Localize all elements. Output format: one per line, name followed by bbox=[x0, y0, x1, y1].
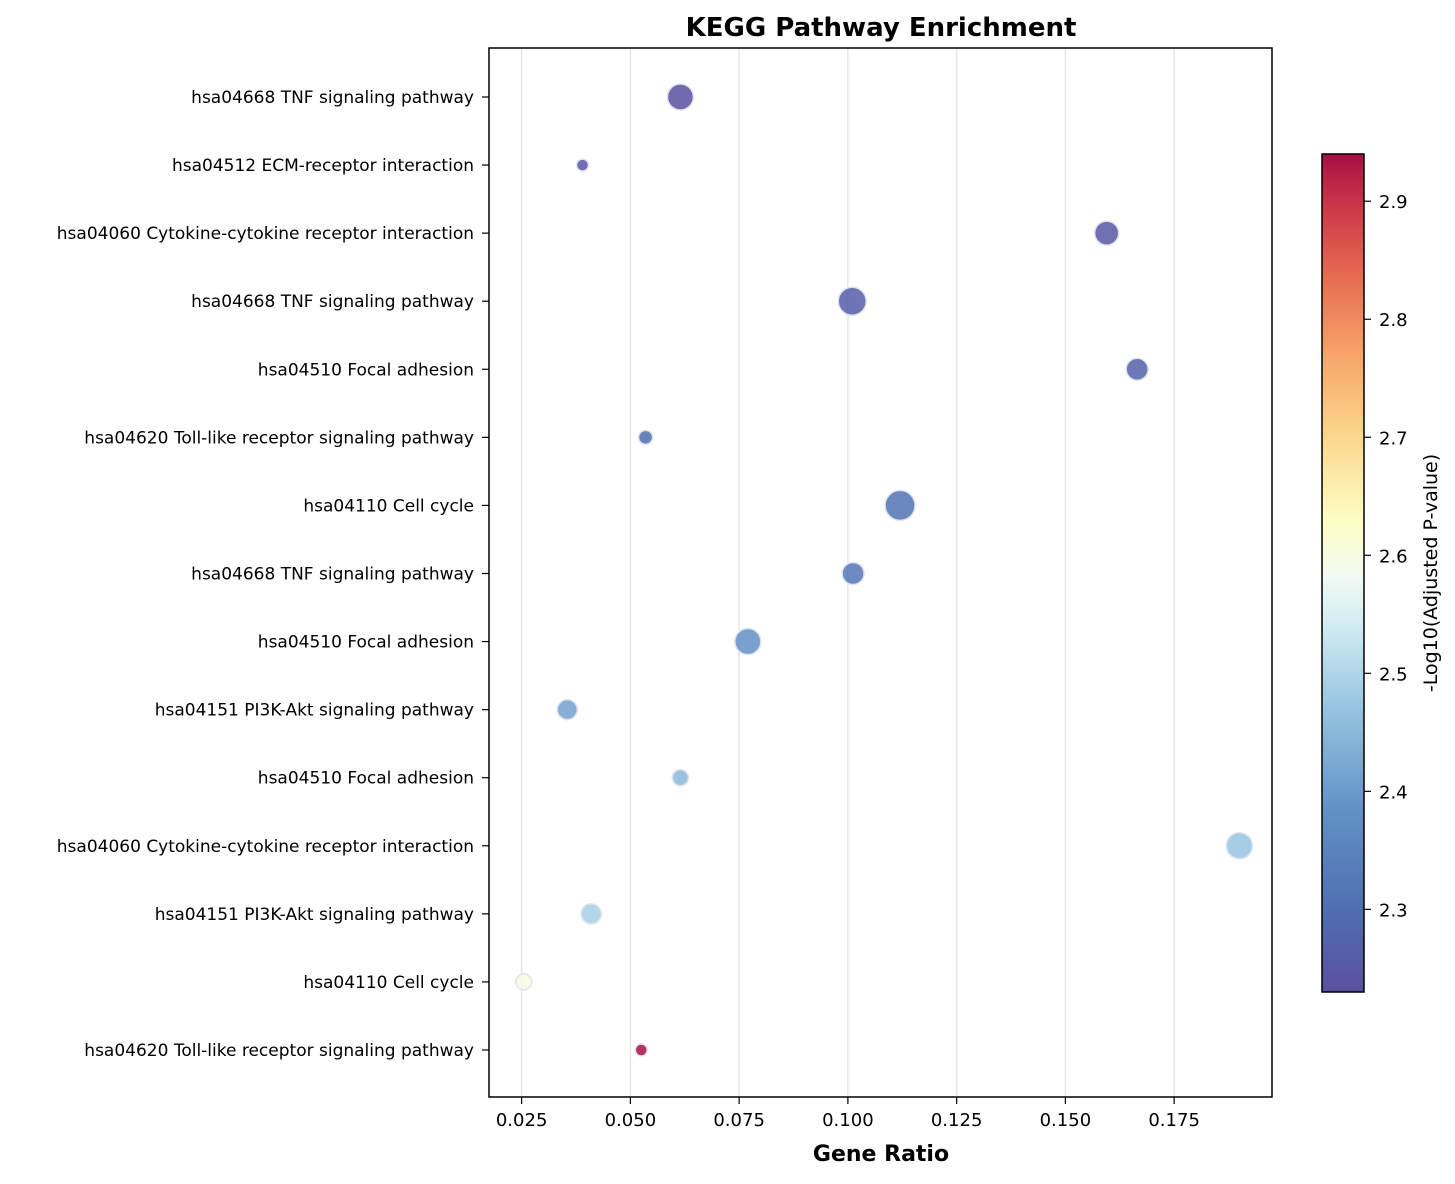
colorbar-label: -Log10(Adjusted P-value) bbox=[1420, 454, 1442, 692]
data-point bbox=[637, 429, 654, 446]
data-points bbox=[515, 83, 1254, 1057]
colorbar-tick-label: 2.4 bbox=[1379, 782, 1408, 803]
x-tick-label: 0.075 bbox=[713, 1110, 765, 1131]
data-point bbox=[734, 627, 762, 656]
data-point bbox=[515, 973, 533, 991]
data-point bbox=[837, 286, 867, 316]
x-tick-label: 0.175 bbox=[1148, 1110, 1200, 1131]
x-tick-label: 0.150 bbox=[1040, 1110, 1092, 1131]
plot-frame bbox=[488, 47, 1273, 1098]
colorbar-tick-label: 2.7 bbox=[1379, 428, 1408, 449]
data-point bbox=[841, 561, 865, 586]
y-category-label: hsa04510 Focal adhesion bbox=[258, 633, 474, 653]
y-category-label: hsa04110 Cell cycle bbox=[303, 973, 474, 993]
y-category-label: hsa04060 Cytokine-cytokine receptor inte… bbox=[57, 224, 474, 244]
x-tick-label: 0.025 bbox=[496, 1110, 548, 1131]
y-category-label: hsa04668 TNF signaling pathway bbox=[191, 564, 474, 584]
data-point bbox=[1093, 220, 1120, 246]
colorbar-tick-label: 2.8 bbox=[1379, 310, 1408, 331]
data-point bbox=[580, 903, 602, 925]
y-category-label: hsa04510 Focal adhesion bbox=[258, 769, 474, 789]
x-tick-label: 0.100 bbox=[822, 1110, 874, 1131]
y-category-label: hsa04620 Toll-like receptor signaling pa… bbox=[84, 1041, 474, 1061]
data-point bbox=[1225, 832, 1254, 860]
data-point bbox=[884, 489, 916, 522]
data-point bbox=[671, 768, 690, 787]
x-axis-title: Gene Ratio bbox=[813, 1142, 949, 1167]
colorbar-tick-label: 2.5 bbox=[1379, 664, 1408, 685]
grid-lines bbox=[520, 48, 1175, 1097]
x-tick-label: 0.125 bbox=[931, 1110, 983, 1131]
y-category-label: hsa04620 Toll-like receptor signaling pa… bbox=[84, 428, 474, 448]
y-category-label: hsa04151 PI3K-Akt signaling pathway bbox=[155, 701, 474, 721]
y-category-label: hsa04110 Cell cycle bbox=[303, 496, 474, 516]
x-axis-ticks: 0.025 0.050 0.075 0.100 0.125 0.150 0.175 bbox=[496, 1097, 1200, 1131]
colorbar-tick-label: 2.6 bbox=[1379, 546, 1408, 567]
data-point bbox=[666, 83, 695, 111]
data-point bbox=[575, 158, 590, 172]
y-category-label: hsa04668 TNF signaling pathway bbox=[191, 88, 474, 108]
colorbar-tick-label: 2.3 bbox=[1379, 900, 1408, 921]
colorbar bbox=[1321, 153, 1365, 993]
data-point bbox=[634, 1043, 648, 1057]
x-tick-label: 0.050 bbox=[605, 1110, 657, 1131]
y-category-label: hsa04151 PI3K-Akt signaling pathway bbox=[155, 905, 474, 925]
y-category-label: hsa04060 Cytokine-cytokine receptor inte… bbox=[57, 837, 474, 857]
chart-title: KEGG Pathway Enrichment bbox=[686, 13, 1077, 43]
y-category-label: hsa04510 Focal adhesion bbox=[258, 360, 474, 380]
y-category-label: hsa04512 ECM-receptor interaction bbox=[172, 156, 474, 176]
y-category-labels: hsa04668 TNF signaling pathway hsa04512 E… bbox=[57, 88, 489, 1061]
colorbar-tick-label: 2.9 bbox=[1379, 192, 1408, 213]
colorbar-ticks: 2.3 2.4 2.5 2.6 2.7 2.8 2.9 bbox=[1364, 192, 1408, 921]
data-point bbox=[556, 698, 579, 721]
data-point bbox=[1125, 357, 1149, 382]
y-category-label: hsa04668 TNF signaling pathway bbox=[191, 292, 474, 312]
